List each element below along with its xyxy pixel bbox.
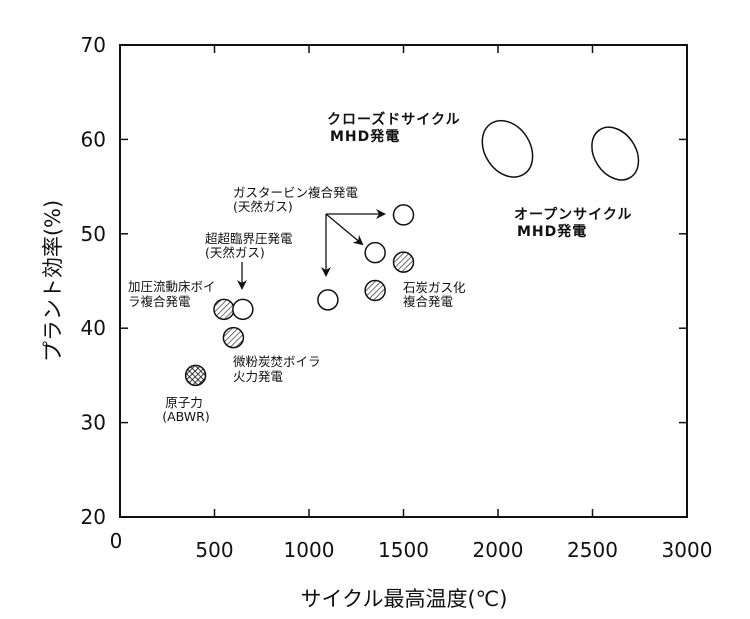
x-tick-labels: 0 500 1000 1500 2000 2500 3000 <box>110 529 713 562</box>
y-tick-label: 20 <box>81 505 106 529</box>
y-tick-label: 60 <box>81 127 106 151</box>
label-pfbc: 加圧流動床ボイ ラ複合発電 <box>128 279 220 309</box>
data-point-6 <box>392 204 415 226</box>
region-closed-cycle-mhd <box>481 119 534 178</box>
tick-marks <box>119 44 688 518</box>
annotation-arrows <box>237 209 386 290</box>
region-open-cycle-mhd <box>591 126 640 181</box>
x-axis-title: サイクル最高温度(℃) <box>301 587 508 611</box>
data-point-3 <box>222 326 245 349</box>
y-tick-label: 50 <box>81 222 106 246</box>
data-point-1 <box>213 298 235 321</box>
data-point-7 <box>364 279 386 302</box>
y-tick-labels: 20 30 40 50 60 70 <box>81 33 106 529</box>
x-tick-label: 1500 <box>378 538 429 562</box>
label-closed-mhd: クローズドサイクル MHD発電 <box>327 111 466 145</box>
x-tick-label: 500 <box>195 538 233 562</box>
label-uscp: 超超臨界圧発電 (天然ガス) <box>205 231 297 260</box>
data-point-5 <box>364 241 386 264</box>
annotations: 原子力 (ABWR) 加圧流動床ボイ ラ複合発電 超超臨界圧発電 (天然ガス) … <box>128 111 638 424</box>
y-tick-label: 70 <box>81 33 106 57</box>
y-axis-title: プラント効率(%) <box>41 200 65 362</box>
data-point-8 <box>392 251 415 273</box>
x-tick-label: 3000 <box>662 538 713 562</box>
label-gtcc: ガスタービン複合発電 (天然ガス) <box>233 185 362 214</box>
label-nuclear: 原子力 (ABWR) <box>162 395 209 424</box>
arrow-gtcc-diagonal <box>325 213 364 246</box>
data-point-0 <box>184 364 207 387</box>
y-tick-label: 40 <box>81 316 106 340</box>
label-pc-boiler: 微粉炭焚ボイラ 火力発電 <box>233 354 325 384</box>
x-tick-label: 2500 <box>567 538 618 562</box>
data-point-4 <box>317 289 339 311</box>
label-open-mhd: オープンサイクル MHD発電 <box>514 207 638 240</box>
data-point-2 <box>232 298 254 321</box>
y-tick-label: 30 <box>81 411 106 435</box>
data-points <box>184 204 415 387</box>
x-tick-label: 1000 <box>284 538 335 562</box>
label-igcc: 石炭ガス化 複合発電 <box>403 280 470 309</box>
x-tick-label: 2000 <box>473 538 524 562</box>
x-tick-label: 0 <box>110 529 123 553</box>
mhd-regions <box>481 119 640 181</box>
